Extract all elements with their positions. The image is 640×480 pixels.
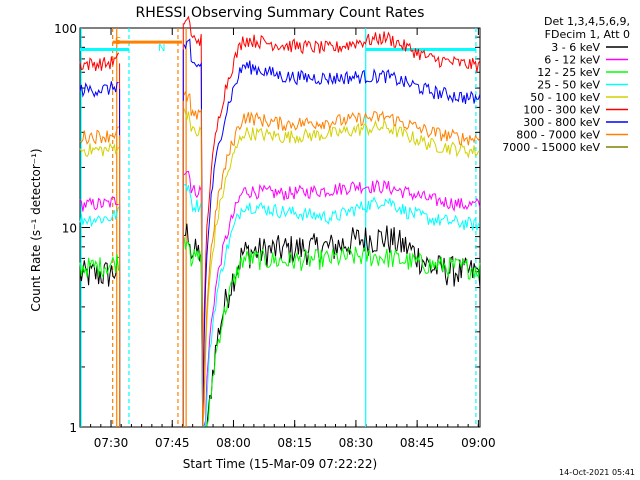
- x-tick-label: 08:00: [216, 436, 251, 450]
- annotation-s: S: [115, 36, 121, 47]
- legend: Det 1,3,4,5,6,9, FDecim 1, Att 0 3 - 6 k…: [502, 15, 630, 154]
- y-tick-label: 10: [62, 222, 77, 236]
- mode-bars: [80, 40, 476, 52]
- series-lines: [79, 15, 481, 427]
- series-line: [79, 142, 120, 158]
- series-line: [79, 81, 119, 98]
- series-line: [183, 108, 480, 427]
- series-line: [79, 256, 119, 287]
- mode-lines: [80, 28, 477, 427]
- series-line: [183, 91, 481, 427]
- legend-label: 6 - 12 keV: [544, 54, 600, 67]
- series-line: [183, 223, 481, 427]
- series-7: [79, 91, 481, 427]
- legend-label: 800 - 7000 keV: [516, 129, 600, 142]
- chart-title: RHESSI Observing Summary Count Rates: [136, 5, 425, 21]
- legend-label: 50 - 100 keV: [530, 91, 600, 104]
- x-axis-label: Start Time (15-Mar-09 07:22:22): [183, 457, 377, 471]
- y-tick-label: 1: [69, 421, 77, 435]
- series-line: [183, 170, 481, 427]
- plot-area: S N: [79, 15, 481, 428]
- series-line: [183, 236, 481, 427]
- legend-label: 25 - 50 keV: [537, 79, 600, 92]
- legend-header-2: FDecim 1, Att 0: [545, 28, 630, 41]
- x-tick-label: 08:45: [400, 436, 435, 450]
- y-tick-labels: 1 10 100: [54, 22, 77, 435]
- x-tick-label: 07:30: [94, 436, 129, 450]
- series-line: [183, 15, 481, 427]
- x-tick-label: 09:00: [461, 436, 496, 450]
- legend-label: 7000 - 15000 keV: [502, 141, 600, 154]
- legend-label: 12 - 25 keV: [537, 66, 600, 79]
- legend-label: 100 - 300 keV: [523, 104, 600, 117]
- series-line: [79, 126, 120, 145]
- annotation-n: N: [158, 43, 165, 54]
- legend-label: 300 - 800 keV: [523, 116, 600, 129]
- series-line: [183, 38, 481, 427]
- series-line: [183, 183, 481, 427]
- series-line: [79, 196, 119, 212]
- series-line: [79, 52, 120, 71]
- x-tick-label: 08:30: [339, 436, 374, 450]
- x-tick-label: 07:45: [155, 436, 190, 450]
- y-axis-label: Count Rate (s⁻¹ detector⁻¹): [29, 148, 43, 311]
- footer-timestamp: 14-Oct-2021 05:41: [559, 468, 635, 477]
- x-tick-label: 08:15: [277, 436, 312, 450]
- series-line: [79, 206, 120, 228]
- legend-label: 3 - 6 keV: [551, 41, 600, 54]
- series-line: [79, 254, 120, 279]
- legend-header-1: Det 1,3,4,5,6,9,: [544, 15, 630, 28]
- x-tick-labels: 07:30 07:45 08:00 08:15 08:30 08:45 09:00: [94, 436, 496, 450]
- y-tick-label: 100: [54, 22, 77, 36]
